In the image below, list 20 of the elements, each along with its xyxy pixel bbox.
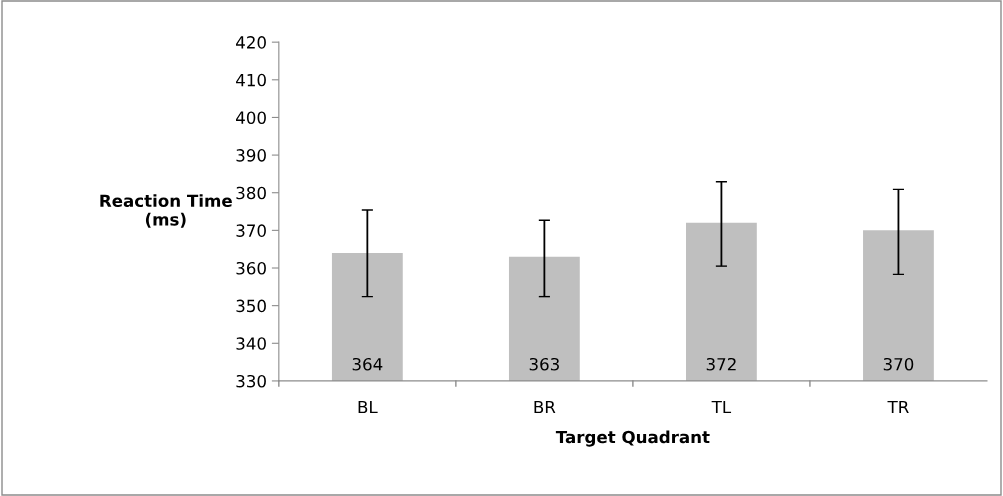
y-tick-label: 360 xyxy=(236,261,266,275)
x-tick-label: BL xyxy=(358,400,378,414)
x-tick-label: TL xyxy=(711,400,732,414)
y-tick-label: 330 xyxy=(236,374,266,388)
y-tick-label: 390 xyxy=(236,149,266,162)
x-tick-label: BR xyxy=(534,400,556,414)
y-tick-label: 380 xyxy=(236,186,266,200)
y-tick-label: 350 xyxy=(236,299,266,313)
y-tick-label: 410 xyxy=(236,73,266,87)
y-tick-label: 340 xyxy=(236,337,266,350)
y-tick-label: 420 xyxy=(236,36,266,49)
y-axis-title: Reaction Time (ms) xyxy=(100,194,232,228)
x-axis-title: Target Quadrant xyxy=(555,430,710,447)
y-tick-label: 400 xyxy=(236,111,266,125)
y-tick-label: 370 xyxy=(236,224,266,237)
x-tick-label: TR xyxy=(887,400,909,414)
data-label: 370 xyxy=(883,357,914,371)
data-label: 363 xyxy=(529,357,559,371)
data-label: 364 xyxy=(352,357,383,371)
data-label: 372 xyxy=(706,357,736,371)
